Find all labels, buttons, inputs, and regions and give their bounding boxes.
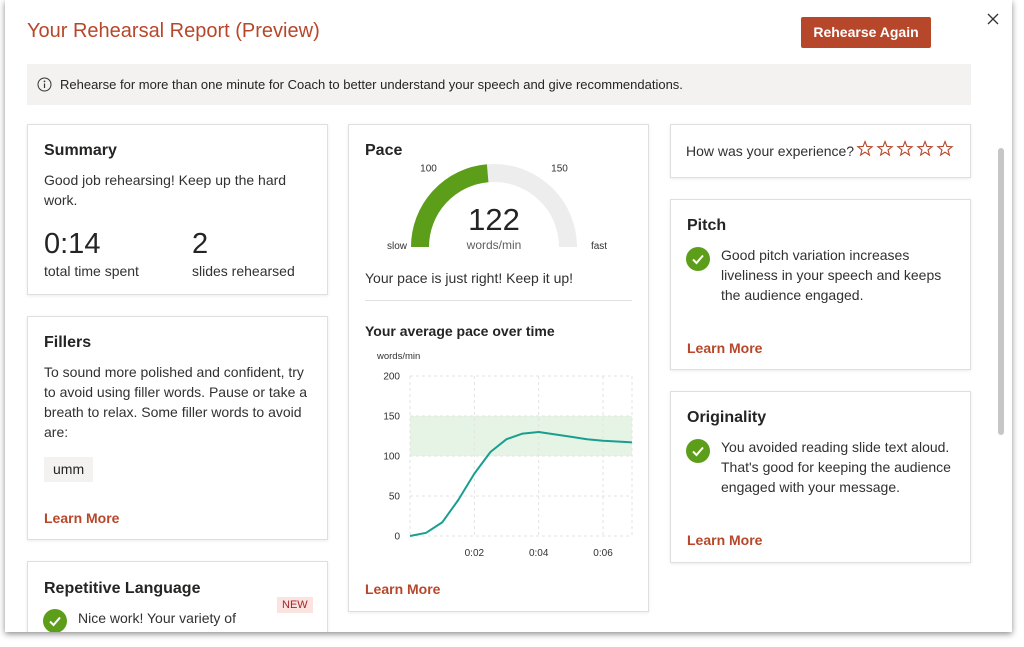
card-title: Fillers <box>44 334 92 351</box>
card-text: You avoided reading slide text aloud. Th… <box>721 439 951 495</box>
notice-bar: Rehearse for more than one minute for Co… <box>27 64 971 105</box>
info-icon <box>37 77 52 92</box>
divider <box>365 300 632 301</box>
scrollbar[interactable] <box>998 148 1004 435</box>
experience-card: How was your experience? <box>670 124 971 178</box>
rehearse-again-button[interactable]: Rehearse Again <box>801 17 931 48</box>
pace-card: Pace Your pace is just right! Keep it up… <box>348 124 649 612</box>
card-title: Pitch <box>687 217 727 234</box>
learn-more-link[interactable]: Learn More <box>44 510 120 526</box>
pitch-card: Pitch Good pitch variation increases liv… <box>670 199 971 370</box>
check-icon <box>686 439 710 463</box>
card-text: Good pitch variation increases livelines… <box>721 247 942 303</box>
card-title: Originality <box>687 409 767 426</box>
chart-title: Your average pace over time <box>365 323 555 339</box>
new-badge: NEW <box>277 597 313 613</box>
close-button[interactable] <box>986 12 1000 26</box>
pace-message: Your pace is just right! Keep it up! <box>365 270 574 286</box>
learn-more-link[interactable]: Learn More <box>687 532 763 548</box>
card-title: Repetitive Language <box>44 580 201 597</box>
card-text: To sound more polished and confident, tr… <box>44 364 308 440</box>
report-dialog: Your Rehearsal Report (Preview) Rehearse… <box>5 0 1012 632</box>
learn-more-link[interactable]: Learn More <box>365 581 441 597</box>
check-icon <box>43 609 67 632</box>
repetitive-card: Repetitive Language NEW Nice work! Your … <box>27 561 328 632</box>
report-title: Your Rehearsal Report (Preview) <box>27 20 320 42</box>
stage: Your Rehearsal Report (Preview) Rehearse… <box>5 0 1012 632</box>
notice-text: Rehearse for more than one minute for Co… <box>60 77 683 92</box>
fillers-card: Fillers To sound more polished and confi… <box>27 316 328 540</box>
learn-more-link[interactable]: Learn More <box>687 340 763 356</box>
stat-value: 2 <box>192 228 209 260</box>
card-text: Nice work! Your variety of <box>78 610 236 626</box>
stat-value: 0:14 <box>44 228 101 260</box>
stat-label: total time spent <box>44 263 139 279</box>
filler-word: umm <box>44 457 94 482</box>
summary-card: Summary Good job rehearsing! Keep up the… <box>27 124 328 295</box>
experience-question: How was your experience? <box>686 143 855 159</box>
card-text: Good job rehearsing! Keep up the hard wo… <box>44 172 287 208</box>
card-title: Summary <box>44 142 117 159</box>
originality-card: Originality You avoided reading slide te… <box>670 391 971 563</box>
card-title: Pace <box>365 142 403 159</box>
stat-label: slides rehearsed <box>192 263 295 279</box>
check-icon <box>686 247 710 271</box>
